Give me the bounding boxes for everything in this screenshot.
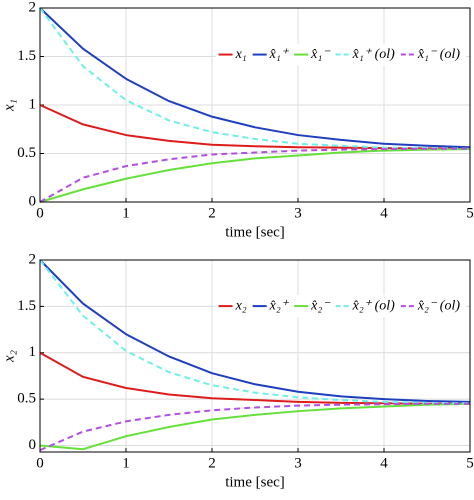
series-line xyxy=(39,147,471,203)
y-tick-label: 1.5 xyxy=(17,298,36,314)
legend-label: x₁ xyxy=(235,47,247,62)
legend-label: x̂₁⁺ (ol) xyxy=(352,47,396,62)
series-line xyxy=(39,104,471,150)
y-tick-label: 0 xyxy=(29,193,37,209)
plot-area xyxy=(40,260,470,452)
x-axis-label: time [sec] xyxy=(225,224,285,240)
y-tick-label: 0 xyxy=(29,437,37,453)
x-tick-label: 5 xyxy=(466,205,474,221)
legend-label: x̂₁⁺ xyxy=(269,47,290,62)
legend-label: x̂₂⁻ xyxy=(310,298,331,313)
y-tick-label: 0.5 xyxy=(17,391,36,407)
legend-label: x̂₁⁻ xyxy=(310,47,331,62)
x-tick-label: 4 xyxy=(380,455,388,471)
y-tick-label: 1 xyxy=(29,344,37,360)
x-tick-label: 0 xyxy=(36,455,44,471)
legend-box xyxy=(215,43,466,66)
legend-label: x₂ xyxy=(235,298,247,313)
series-line xyxy=(39,402,470,452)
y-tick-label: 1 xyxy=(29,96,37,112)
y-tick-label: 2 xyxy=(29,251,37,267)
x-tick-label: 5 xyxy=(466,455,474,471)
subplot: 0 1 2 3 4 5 0 0.5 1 1.5 2 time [sec] x₂ x₂ x̂₂⁺ x̂₂⁻ x̂₂… xyxy=(1,251,473,490)
series-line xyxy=(39,148,471,203)
series-line xyxy=(39,402,471,451)
legend: x₁ x̂₁⁺ x̂₁⁻ x̂₁⁺ (ol) x̂₁⁻ (ol) xyxy=(215,43,466,66)
x-tick-label: 1 xyxy=(122,455,130,471)
legend-label: x̂₂⁻ (ol) xyxy=(417,298,461,313)
x-tick-label: 2 xyxy=(208,205,216,221)
y-tick-label: 1.5 xyxy=(17,48,36,64)
legend-box xyxy=(215,295,466,318)
subplot: 0 1 2 3 4 5 0 0.5 1 1.5 2 time [sec] x₁ x₁ x̂₁⁺ x̂₁⁻ x̂₁… xyxy=(1,0,473,240)
legend-label: x̂₁⁻ (ol) xyxy=(417,47,461,62)
x-tick-label: 0 xyxy=(36,205,44,221)
axes-frame xyxy=(39,259,471,453)
series-line xyxy=(39,7,471,150)
series-line xyxy=(39,259,471,403)
x-tick-label: 3 xyxy=(294,455,302,471)
x-tick-label: 2 xyxy=(208,455,216,471)
x-tick-label: 4 xyxy=(380,205,388,221)
axes-frame xyxy=(39,7,471,203)
series-line xyxy=(39,7,471,149)
x-axis-label: time [sec] xyxy=(225,474,285,490)
legend-label: x̂₂⁺ xyxy=(269,298,290,313)
y-tick-label: 2 xyxy=(29,0,37,15)
legend: x₂ x̂₂⁺ x̂₂⁻ x̂₂⁺ (ol) x̂₂⁻ (ol) xyxy=(215,295,466,318)
series-line xyxy=(39,259,471,405)
x-tick-label: 1 xyxy=(122,205,130,221)
y-tick-label: 0.5 xyxy=(17,145,36,161)
x-tick-label: 3 xyxy=(294,205,302,221)
legend-label: x̂₂⁺ (ol) xyxy=(352,298,396,313)
y-axis-label: x₂ xyxy=(1,350,17,363)
y-axis-label: x₁ xyxy=(1,99,17,112)
